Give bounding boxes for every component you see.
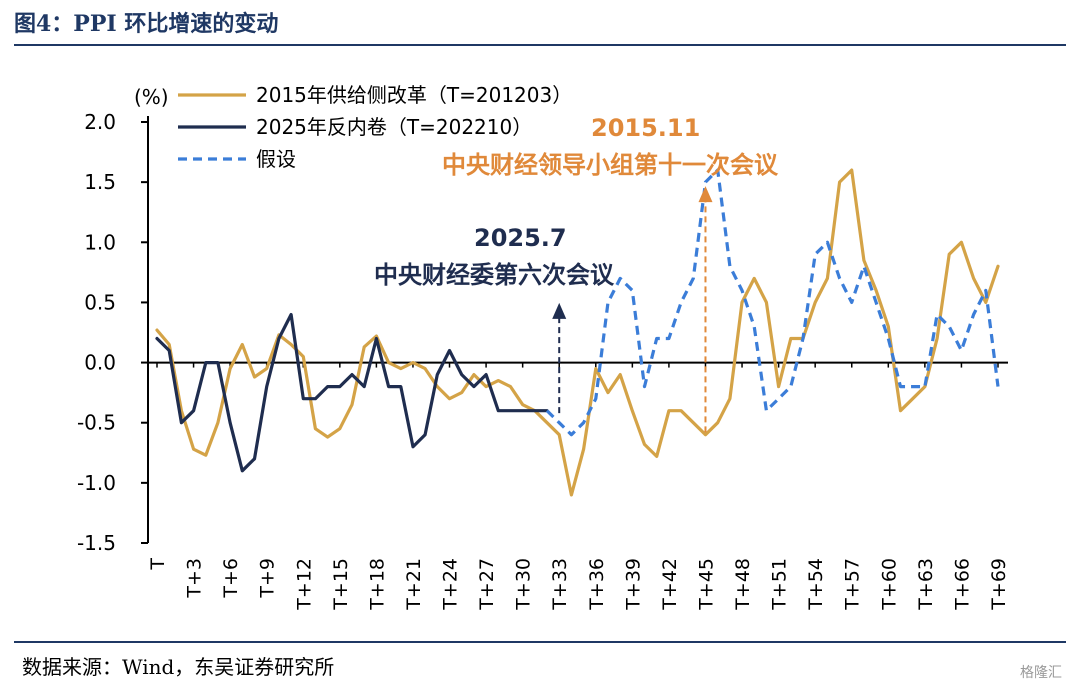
annotation-layer: 2015.11 中央财经领导小组第十一次会议 2025.7 中央财经委第六次会议 — [374, 114, 779, 433]
x-tick-label: T+15 — [330, 558, 352, 611]
x-tick-label: T — [147, 558, 169, 571]
annotation-date-2025: 2025.7 — [474, 224, 567, 252]
watermark: 格隆汇 — [1020, 665, 1062, 681]
x-tick-label: T+9 — [257, 558, 279, 599]
y-tick-label: 1.5 — [84, 170, 116, 194]
x-tick-label: T+33 — [549, 558, 571, 611]
x-tick-label: T+57 — [842, 558, 864, 611]
x-tick-label: T+42 — [659, 558, 681, 611]
x-tick-label: T+36 — [586, 558, 608, 611]
x-tick-label: T+27 — [476, 558, 498, 611]
bottom-rule — [14, 641, 1066, 643]
legend-label-s1: 2015年供给侧改革（T=201203） — [256, 83, 572, 107]
x-tick-label: T+30 — [513, 558, 535, 611]
series-line-3 — [545, 168, 1000, 437]
series-layer — [155, 168, 1000, 497]
annotation-arrow-2015-head — [698, 186, 713, 203]
x-tick-label: T+60 — [878, 558, 900, 611]
axes: 2.0 1.5 1.0 0.5 0.0 -0.5 -1.0 -1.5 (%) T T+3 T+6 T+9… — [77, 85, 1010, 611]
annotation-arrow-2025-head — [552, 302, 567, 319]
x-tick-label: T+51 — [769, 558, 791, 611]
y-unit-label: (%) — [134, 85, 169, 109]
x-tick-label: T+6 — [220, 558, 242, 599]
ppi-line-chart: 2.0 1.5 1.0 0.5 0.0 -0.5 -1.0 -1.5 (%) T T+3 T+6 T+9… — [77, 83, 1010, 611]
y-tick-label: -0.5 — [77, 411, 116, 435]
x-tick-label: T+45 — [695, 558, 717, 611]
y-tick-label: -1.0 — [77, 471, 116, 495]
figure-title: 图4：PPI 环比增速的变动 — [14, 11, 279, 37]
series-line-2 — [155, 312, 549, 473]
y-tick-label: 2.0 — [84, 110, 116, 134]
x-tick-label: T+18 — [366, 558, 388, 611]
legend-label-s2: 2025年反内卷（T=202210） — [256, 115, 532, 139]
x-tick-label: T+12 — [293, 558, 315, 611]
x-tick-label: T+39 — [622, 558, 644, 611]
y-tick-label: 1.0 — [84, 230, 116, 254]
x-tick-label: T+69 — [988, 558, 1010, 611]
annotation-date-2015: 2015.11 — [591, 114, 700, 142]
annotation-text-2025: 中央财经委第六次会议 — [374, 261, 615, 289]
annotation-text-2015: 中央财经领导小组第十一次会议 — [442, 151, 779, 179]
x-tick-label: T+24 — [440, 558, 462, 611]
x-tick-label: T+63 — [915, 558, 937, 611]
top-rule — [14, 44, 1066, 46]
x-tick-label: T+3 — [184, 558, 206, 599]
legend: 2015年供给侧改革（T=201203） 2025年反内卷（T=202210） 假设 — [178, 83, 572, 171]
x-tick-label: T+54 — [805, 558, 827, 611]
y-tick-label: 0.5 — [84, 290, 116, 314]
x-tick-label: T+48 — [732, 558, 754, 611]
source-note: 数据来源：Wind，东吴证券研究所 — [22, 655, 335, 679]
y-tick-label: 0.0 — [84, 351, 116, 375]
x-tick-label: T+21 — [403, 558, 425, 611]
legend-label-s3: 假设 — [256, 147, 296, 171]
x-tick-label: T+66 — [951, 558, 973, 611]
y-tick-label: -1.5 — [77, 531, 116, 555]
